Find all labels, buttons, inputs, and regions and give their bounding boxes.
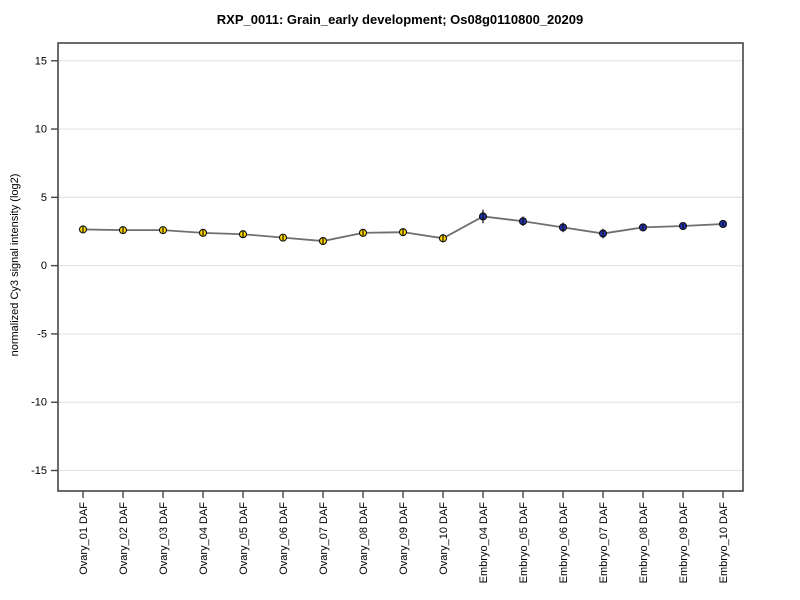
y-tick-label: 5 — [41, 192, 47, 204]
x-tick-label: Embryo_06 DAF — [558, 502, 570, 584]
x-tick-label: Embryo_08 DAF — [638, 502, 650, 584]
x-tick-label: Embryo_10 DAF — [718, 502, 730, 584]
x-tick-label: Embryo_05 DAF — [518, 502, 530, 584]
y-tick-label: 0 — [41, 260, 47, 272]
x-tick-label: Ovary_01 DAF — [78, 502, 90, 575]
x-tick-label: Ovary_07 DAF — [318, 502, 330, 575]
y-tick-label: 10 — [35, 124, 47, 136]
x-tick-label: Ovary_02 DAF — [118, 502, 130, 575]
x-tick-label: Ovary_04 DAF — [198, 502, 210, 575]
y-tick-label: 15 — [35, 55, 47, 67]
x-tick-label: Ovary_09 DAF — [398, 502, 410, 575]
plot-border — [57, 42, 744, 492]
y-tick-label: -15 — [31, 465, 47, 477]
x-tick-label: Ovary_06 DAF — [278, 502, 290, 575]
y-tick-label: -5 — [37, 328, 47, 340]
chart-title: RXP_0011: Grain_early development; Os08g… — [216, 12, 584, 27]
x-tick-label: Ovary_10 DAF — [438, 502, 450, 575]
x-tick-label: Ovary_05 DAF — [238, 502, 250, 575]
x-tick-label: Ovary_08 DAF — [358, 502, 370, 575]
x-tick-label: Embryo_09 DAF — [678, 502, 690, 584]
y-tick-label: -10 — [31, 397, 47, 409]
x-tick-label: Ovary_03 DAF — [158, 502, 170, 575]
x-tick-label: Embryo_04 DAF — [478, 502, 490, 584]
x-tick-label: Embryo_07 DAF — [598, 502, 610, 584]
